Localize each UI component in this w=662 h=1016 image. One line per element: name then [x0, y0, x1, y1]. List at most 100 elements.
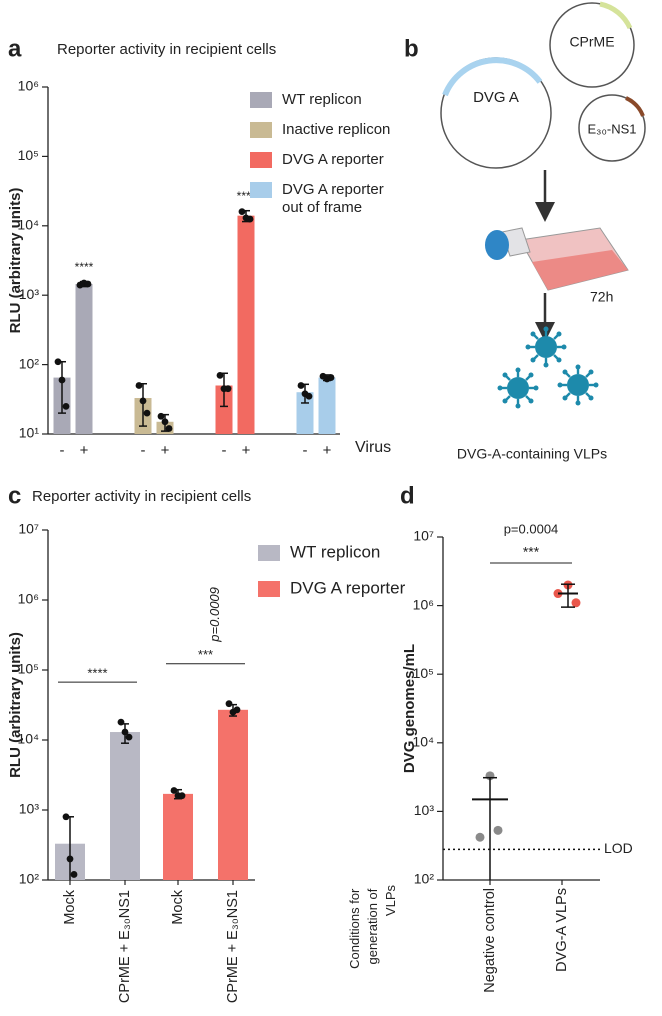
- data-point: [62, 813, 70, 821]
- y-tick-label: 10²: [19, 355, 40, 371]
- plasmid: [549, 2, 635, 88]
- data-point: [70, 871, 78, 878]
- y-tick-label: 10⁵: [18, 147, 39, 163]
- y-tick-label: 10²: [19, 871, 40, 887]
- x-tick-label: +: [323, 442, 332, 459]
- legend-swatch: [250, 182, 272, 198]
- x-tick-label: DVG-A VLPs: [554, 888, 570, 972]
- y-axis-label: RLU (arbitrary units): [7, 632, 24, 778]
- flask: [485, 227, 629, 291]
- significance: ****: [75, 260, 94, 274]
- data-point: [170, 787, 178, 794]
- data-point: [143, 409, 151, 417]
- y-tick-label: 10⁵: [413, 665, 434, 681]
- y-tick-label: 10³: [19, 801, 40, 817]
- legend-label: DVG A reporter out of frame: [282, 181, 388, 216]
- y-tick-label: 10⁷: [413, 528, 434, 544]
- data-point: [161, 418, 169, 426]
- x-tick-label: -: [303, 442, 308, 459]
- legend-label: WT replicon: [290, 542, 380, 561]
- legend-swatch: [250, 122, 272, 138]
- x-tick-label: CPrME + E₃₀NS1: [117, 890, 133, 1003]
- y-tick-label: 10¹: [19, 425, 40, 441]
- legend-label: WT replicon: [282, 91, 362, 108]
- legend-swatch: [250, 92, 272, 108]
- data-point: [135, 382, 143, 389]
- legend-swatch: [258, 581, 280, 597]
- incubation-label: 72h: [590, 289, 613, 305]
- data-point: [54, 358, 62, 366]
- panel-letter: b: [404, 35, 419, 62]
- y-tick-label: 10⁶: [18, 591, 39, 607]
- data-point: [297, 382, 305, 389]
- y-axis-label: DVG genomes/mL: [401, 644, 418, 773]
- data-point: [178, 792, 186, 800]
- virus: [524, 325, 568, 369]
- plasmid-label: DVG A: [473, 89, 519, 106]
- data-point: [117, 718, 125, 726]
- significance: ***: [198, 647, 213, 662]
- data-point: [216, 371, 224, 379]
- y-tick-label: 10²: [414, 871, 435, 887]
- x-tick-label: CPrME + E₃₀NS1: [225, 890, 241, 1003]
- virus: [496, 366, 540, 410]
- x-tick-label: -: [222, 442, 227, 459]
- y-tick-label: 10³: [414, 802, 435, 818]
- plasmid-label: E₃₀-NS1: [588, 121, 637, 136]
- bar: [75, 284, 93, 434]
- plasmid-insert: [599, 1, 633, 30]
- legend-swatch: [250, 152, 272, 168]
- chart-title: Reporter activity in recipient cells: [57, 41, 276, 58]
- bar: [163, 793, 193, 880]
- legend-label: DVG A reporter: [290, 578, 406, 597]
- reference-label: LOD: [604, 840, 633, 856]
- data-point: [66, 855, 74, 863]
- y-tick-label: 10⁵: [18, 661, 39, 677]
- data-point: [58, 376, 66, 384]
- data-point: [571, 598, 581, 608]
- legend-label: DVG A reporter: [282, 151, 384, 168]
- y-tick-label: 10⁴: [17, 217, 39, 233]
- panel-letter: d: [400, 482, 415, 509]
- data-point: [62, 402, 70, 410]
- bar: [296, 392, 314, 434]
- x-tick-label: +: [80, 442, 89, 459]
- x-tick-label: +: [242, 442, 251, 459]
- data-point: [139, 397, 147, 405]
- data-point: [475, 832, 485, 842]
- p-value: p=0.0004: [504, 521, 559, 536]
- virus: [556, 363, 600, 407]
- y-tick-label: 10³: [19, 286, 40, 302]
- legend-label: Inactive replicon: [282, 121, 390, 138]
- x-annotation: Virus: [355, 439, 391, 456]
- plasmid-insert: [625, 96, 645, 117]
- p-value: p=0.0009: [207, 587, 222, 643]
- bar: [237, 215, 255, 434]
- legend-swatch: [258, 545, 280, 561]
- panel-letter: a: [8, 35, 22, 62]
- y-tick-label: 10⁴: [17, 731, 39, 747]
- data-point: [165, 425, 173, 432]
- data-point: [84, 280, 92, 288]
- product-label: DVG-A-containing VLPs: [457, 446, 607, 462]
- data-point: [233, 706, 241, 714]
- x-tick-label: Negative control: [482, 888, 498, 993]
- panel-letter: c: [8, 482, 21, 509]
- plasmid-insert: [442, 57, 543, 97]
- data-point: [224, 385, 232, 393]
- x-tick-label: -: [141, 442, 146, 459]
- chart-title: Reporter activity in recipient cells: [32, 488, 251, 505]
- data-point: [493, 825, 503, 835]
- data-point: [225, 700, 233, 708]
- x-tick-label: Mock: [62, 889, 78, 924]
- x-tick-label: -: [60, 442, 65, 459]
- data-point: [305, 392, 313, 400]
- bar: [215, 385, 233, 434]
- data-point: [327, 374, 335, 381]
- y-tick-label: 10⁷: [18, 521, 39, 537]
- diagram: b DVG A CPrME E₃₀-NS1 72h DVG-A-containi…: [404, 1, 646, 462]
- data-point: [125, 733, 133, 741]
- significance: ***: [523, 544, 540, 560]
- y-tick-label: 10⁶: [413, 596, 434, 612]
